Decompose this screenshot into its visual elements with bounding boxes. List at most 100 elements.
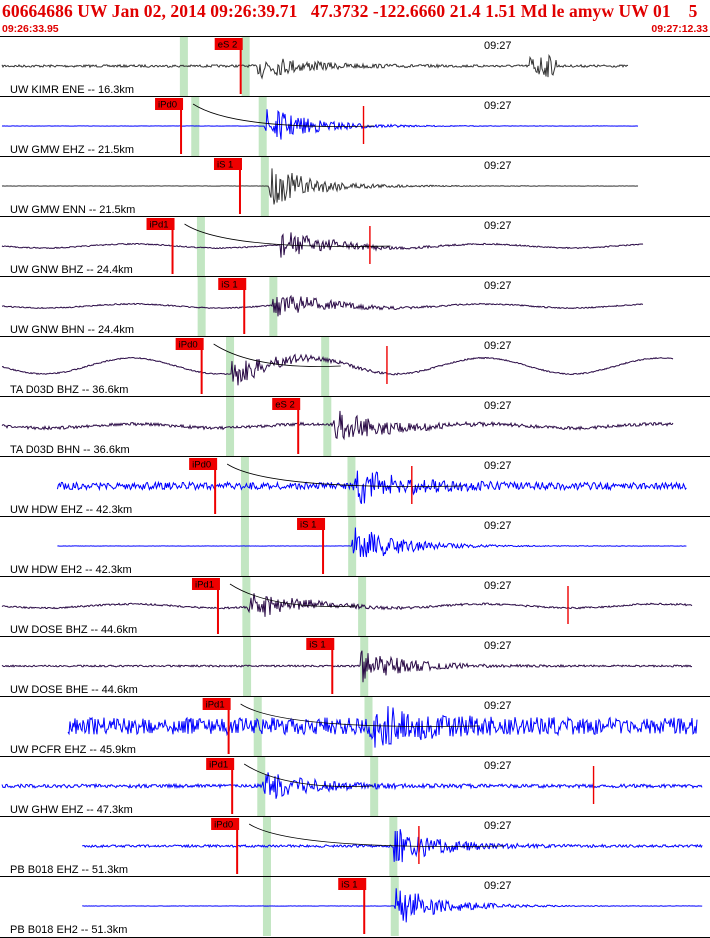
waveform-trace[interactable] [1, 294, 643, 317]
station-label: UW DOSE BHZ -- 44.6km [10, 624, 137, 636]
pick-label[interactable]: iS 1 [341, 880, 357, 891]
station-label: PB B018 EHZ -- 51.3km [10, 864, 128, 876]
minute-tick-label: 09:27 [484, 340, 512, 352]
arrival-highlight [253, 697, 262, 756]
trace-row[interactable]: iPd1 09:27 UW GHW EHZ -- 47.3km [0, 756, 710, 817]
seismogram-panel[interactable]: eS 2 09:27 UW KIMR ENE -- 16.3km iPd0 09:27 U… [0, 36, 710, 938]
waveform-trace[interactable] [82, 829, 703, 863]
station-label: UW GHW EHZ -- 47.3km [10, 804, 133, 816]
waveform-trace[interactable] [1, 410, 674, 441]
pick-label[interactable]: iPd1 [150, 220, 169, 231]
pick-label[interactable]: iS 1 [309, 640, 325, 651]
waveform-trace[interactable] [1, 232, 644, 258]
pick-label[interactable]: iPd0 [214, 820, 233, 831]
pick-label[interactable]: iPd0 [179, 340, 198, 351]
waveform-trace[interactable] [1, 593, 693, 617]
station-label: UW GNW BHN -- 24.4km [10, 324, 134, 336]
pick-flag[interactable] [146, 218, 175, 230]
station-label: UW DOSE BHE -- 44.6km [10, 684, 138, 696]
pick-label[interactable]: iPd1 [195, 580, 214, 591]
pick-label[interactable]: iPd0 [158, 100, 177, 111]
station-label: UW GMW EHZ -- 21.5km [10, 144, 134, 156]
trace-row[interactable]: iS 1 09:27 PB B018 EH2 -- 51.3km [0, 876, 710, 937]
trace-row[interactable]: iPd0 09:27 TA D03D BHZ -- 36.6km [0, 336, 710, 397]
waveform-trace[interactable] [1, 54, 629, 80]
arrival-highlight [358, 577, 367, 636]
station-label: UW KIMR ENE -- 16.3km [10, 84, 134, 96]
minute-tick-label: 09:27 [484, 220, 512, 232]
trace-row[interactable]: iPd1 09:27 UW PCFR EHZ -- 45.9km [0, 696, 710, 757]
waveform-trace[interactable] [56, 470, 687, 505]
pick-flag[interactable] [202, 698, 231, 710]
minute-tick-label: 09:27 [484, 400, 512, 412]
minute-tick-label: 09:27 [484, 160, 512, 172]
arrival-highlight [389, 817, 398, 876]
window-start-time: 09:26:33.95 [2, 23, 59, 35]
waveform-trace[interactable] [1, 168, 639, 205]
pick-flag[interactable] [272, 398, 301, 410]
station-label: TA D03D BHN -- 36.6km [10, 444, 130, 456]
pick-label[interactable]: iPd1 [209, 760, 228, 771]
minute-tick-label: 09:27 [484, 520, 512, 532]
pick-label[interactable]: iPd1 [206, 700, 225, 711]
pick-flag[interactable] [175, 338, 204, 350]
waveform-trace[interactable] [1, 772, 703, 799]
station-label: TA D03D BHZ -- 36.6km [10, 384, 128, 396]
coda-curve [248, 823, 505, 847]
trace-row[interactable]: iPd0 09:27 PB B018 EHZ -- 51.3km [0, 816, 710, 877]
waveform-trace[interactable] [1, 109, 639, 140]
trace-row[interactable]: iS 1 09:27 UW HDW EH2 -- 42.3km [0, 516, 710, 577]
coda-curve [240, 703, 480, 727]
waveform-trace[interactable] [1, 650, 693, 683]
pick-flag[interactable] [306, 638, 335, 650]
arrival-highlight [323, 397, 332, 456]
pick-flag[interactable] [213, 158, 242, 170]
trace-row[interactable]: iPd0 09:27 UW HDW EHZ -- 42.3km [0, 456, 710, 517]
minute-tick-label: 09:27 [484, 280, 512, 292]
minute-tick-label: 09:27 [484, 880, 512, 892]
waveform-trace[interactable] [67, 706, 698, 748]
station-label: PB B018 EH2 -- 51.3km [10, 924, 127, 936]
pick-label[interactable]: iS 1 [217, 160, 233, 171]
waveform-trace[interactable] [82, 888, 703, 923]
event-header: 60664686 UW Jan 02, 2014 09:26:39.71 47.… [0, 0, 710, 36]
trace-row[interactable]: eS 2 09:27 TA D03D BHN -- 36.6km [0, 396, 710, 457]
pick-flag[interactable] [214, 38, 243, 50]
pick-flag[interactable] [189, 458, 218, 470]
pick-label[interactable]: iS 1 [221, 280, 237, 291]
waveform-trace[interactable] [1, 353, 674, 386]
waveform-trace[interactable] [57, 527, 687, 558]
pick-label[interactable]: iS 1 [300, 520, 316, 531]
window-end-time: 09:27:12.33 [651, 23, 708, 35]
arrival-highlight [196, 217, 205, 276]
pick-flag[interactable] [218, 278, 247, 290]
arrival-highlight [348, 517, 357, 576]
minute-tick-label: 09:27 [484, 460, 512, 472]
pick-label[interactable]: iPd0 [192, 460, 211, 471]
trace-row[interactable]: iS 1 09:27 UW DOSE BHE -- 44.6km [0, 636, 710, 697]
minute-tick-label: 09:27 [484, 760, 512, 772]
pick-flag[interactable] [155, 98, 184, 110]
minute-tick-label: 09:27 [484, 640, 512, 652]
minute-tick-label: 09:27 [484, 40, 512, 52]
minute-tick-label: 09:27 [484, 100, 512, 112]
arrival-highlight [243, 637, 252, 696]
trace-row[interactable]: iS 1 09:27 UW GNW BHN -- 24.4km [0, 276, 710, 337]
pick-flag[interactable] [297, 518, 326, 530]
trace-row[interactable]: iS 1 09:27 UW GMW ENN -- 21.5km [0, 156, 710, 217]
station-label: UW PCFR EHZ -- 45.9km [10, 744, 136, 756]
trace-row[interactable]: iPd1 09:27 UW GNW BHZ -- 24.4km [0, 216, 710, 277]
station-label: UW GMW ENN -- 21.5km [10, 204, 135, 216]
pick-label[interactable]: eS 2 [275, 400, 295, 411]
trace-row[interactable]: eS 2 09:27 UW KIMR ENE -- 16.3km [0, 36, 710, 97]
pick-flag[interactable] [211, 818, 240, 830]
station-label: UW GNW BHZ -- 24.4km [10, 264, 133, 276]
pick-flag[interactable] [338, 878, 367, 890]
minute-tick-label: 09:27 [484, 700, 512, 712]
trace-row[interactable]: iPd0 09:27 UW GMW EHZ -- 21.5km [0, 96, 710, 157]
trace-row[interactable]: iPd1 09:27 UW DOSE BHZ -- 44.6km [0, 576, 710, 637]
pick-label[interactable]: eS 2 [218, 40, 238, 51]
pick-flag[interactable] [206, 758, 235, 770]
coda-curve [243, 763, 373, 787]
pick-flag[interactable] [191, 578, 220, 590]
